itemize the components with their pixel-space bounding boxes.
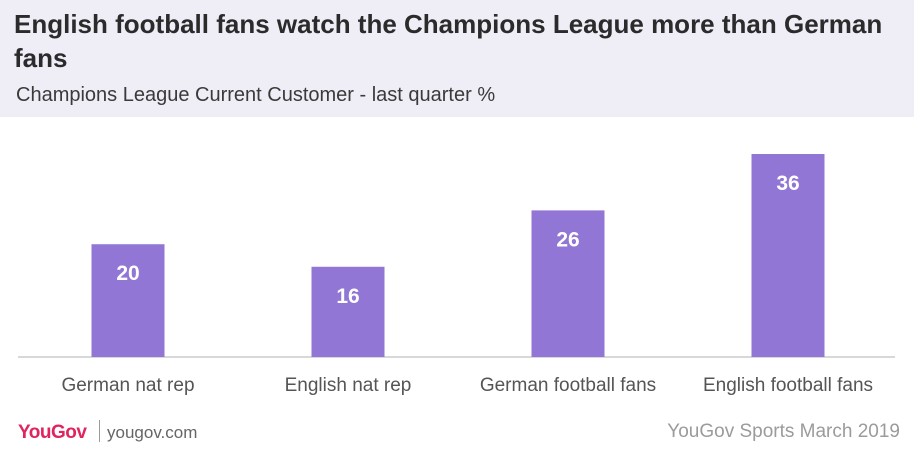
category-label: English football fans [703,375,873,396]
category-label: English nat rep [285,375,412,396]
bar-chart: 20 German nat rep 16 English nat rep 26 Germa… [18,154,895,396]
brand-logo: YouGov [18,422,87,443]
bar [311,266,385,357]
data-label: 36 [776,172,799,195]
bar [751,154,825,357]
category-label: German football fans [480,375,656,396]
source-note: YouGov Sports March 2019 [667,421,900,442]
data-label: 20 [116,262,139,285]
chart-title: English football fans watch the Champion… [14,9,883,73]
data-label: 26 [556,228,579,251]
bar [531,210,605,357]
footer-divider [99,420,100,442]
bar [91,244,165,357]
chart-header: English football fans watch the Champion… [0,0,914,117]
data-label: 16 [336,285,359,308]
site-link[interactable]: yougov.com [107,423,198,442]
footer: YouGov yougov.com YouGov Sports March 20… [0,418,914,451]
chart-subtitle: Champions League Current Customer - last… [16,84,496,106]
category-label: German nat rep [61,375,194,396]
